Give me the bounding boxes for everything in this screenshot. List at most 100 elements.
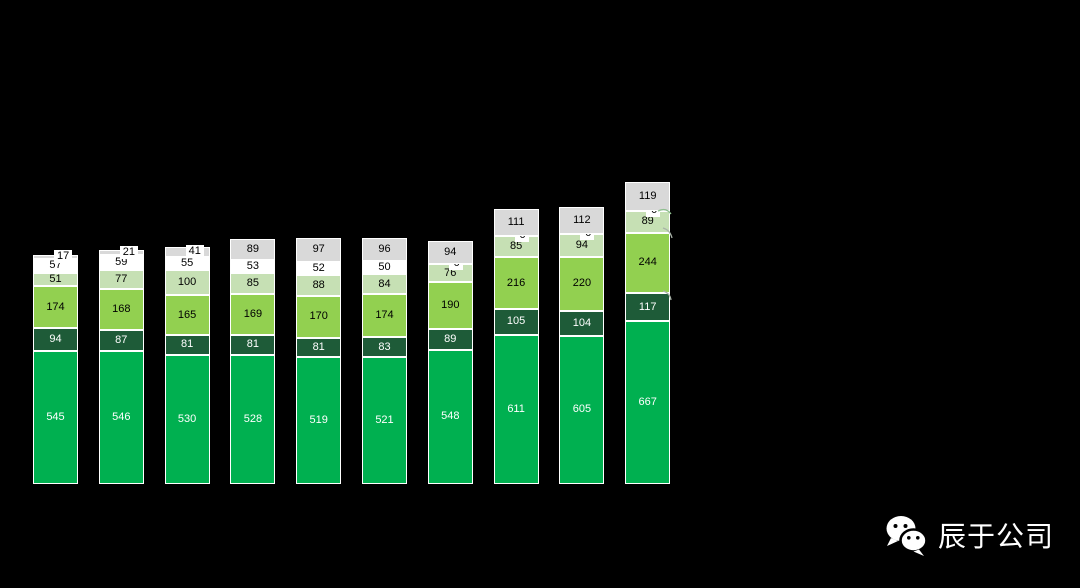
bar-segment-medium-green bbox=[559, 257, 605, 311]
bar-segment-gray bbox=[362, 238, 407, 262]
bar-segment-pale-green bbox=[296, 274, 342, 297]
segment-value-label: 83 bbox=[378, 340, 391, 353]
segment-value-label: 84 bbox=[378, 277, 391, 290]
segment-value-label: 119 bbox=[638, 190, 657, 203]
segment-value-label: 94 bbox=[49, 333, 62, 346]
segment-value-label: 59 bbox=[115, 256, 128, 269]
segment-value-label: 169 bbox=[243, 308, 263, 321]
segment-value-label: 521 bbox=[375, 413, 394, 426]
segment-value-label: 76 bbox=[444, 266, 457, 279]
segment-value-label: 85 bbox=[246, 277, 260, 290]
segment-value-label: 105 bbox=[506, 315, 526, 328]
segment-value-label: 87 bbox=[115, 333, 128, 346]
segment-value-label: 89 bbox=[444, 332, 457, 345]
segment-value-label: 85 bbox=[509, 239, 523, 252]
segment-value-label: 112 bbox=[573, 214, 591, 227]
segment-value-label: 667 bbox=[638, 396, 657, 409]
segment-value-label: 50 bbox=[378, 261, 391, 274]
bar-segment-dark-green bbox=[230, 335, 276, 356]
bar-segment-bright-green bbox=[33, 351, 78, 484]
segment-value-label: 165 bbox=[177, 308, 197, 321]
bar-segment-bright-green bbox=[296, 357, 342, 484]
bar-segment-pale-green bbox=[164, 270, 210, 295]
segment-value-label: 96 bbox=[378, 243, 391, 256]
bar-segment-bright-green bbox=[559, 336, 605, 484]
bar-segment-white bbox=[230, 260, 276, 274]
bar-segment-medium-green bbox=[230, 294, 276, 336]
wechat-icon bbox=[886, 516, 928, 556]
bar-segment-white bbox=[296, 261, 342, 275]
segment-value-label: 605 bbox=[572, 403, 592, 416]
segment-value-label: 546 bbox=[112, 410, 131, 423]
segment-value-label: 55 bbox=[180, 256, 194, 269]
bar-segment-bright-green bbox=[230, 355, 276, 484]
bar-segment-medium-green bbox=[362, 294, 407, 337]
segment-value-label: 170 bbox=[309, 310, 328, 323]
segment-value-label: 117 bbox=[638, 300, 657, 313]
bar-segment-bright-green bbox=[362, 356, 407, 484]
segment-value-label: 53 bbox=[246, 260, 260, 273]
bar-segment-pale-green bbox=[33, 273, 78, 286]
bar-segment-gray bbox=[296, 238, 342, 262]
bar-segment-pale-green bbox=[230, 273, 276, 295]
segment-value-label: 81 bbox=[180, 337, 194, 350]
bar-segment-gray bbox=[427, 240, 473, 264]
bar-segment-pale-green bbox=[362, 273, 407, 295]
bar-segment-dark-green bbox=[559, 311, 605, 337]
segment-value-label: 216 bbox=[506, 276, 526, 289]
bar-segment-gray bbox=[559, 207, 605, 235]
bar-segment-dark-green bbox=[296, 337, 342, 358]
segment-value-label: 52 bbox=[312, 261, 325, 274]
segment-value-label: 17 bbox=[54, 250, 73, 264]
bar-segment-dark-green bbox=[362, 336, 407, 357]
segment-value-label: 104 bbox=[572, 317, 592, 329]
bar-segment-medium-green bbox=[493, 256, 539, 310]
segment-value-label: 88 bbox=[312, 278, 325, 291]
watermark-text: 辰于公司 bbox=[938, 521, 1055, 552]
bar-segment-dark-green bbox=[164, 334, 210, 355]
bar-segment-bright-green bbox=[98, 350, 144, 484]
segment-value-label: 530 bbox=[177, 412, 197, 425]
segment-value-label: 168 bbox=[112, 302, 131, 315]
bar-segment-bright-green bbox=[164, 354, 210, 484]
bar-segment-medium-green bbox=[164, 294, 210, 335]
segment-value-label: 545 bbox=[46, 411, 65, 424]
bar-segment-pale-green bbox=[98, 269, 144, 289]
segment-value-label: 77 bbox=[115, 272, 128, 285]
bar-segment-gray bbox=[625, 182, 671, 212]
bar-segment-medium-green bbox=[625, 233, 671, 293]
bar-segment-medium-green bbox=[98, 288, 144, 330]
bar-segment-bright-green bbox=[427, 350, 473, 484]
bar-segment-medium-green bbox=[296, 296, 342, 338]
segment-value-label: 111 bbox=[507, 215, 525, 228]
bar-segment-dark-green bbox=[98, 329, 144, 351]
bar-segment-white bbox=[362, 261, 407, 274]
segment-value-label: 519 bbox=[309, 414, 328, 427]
segment-value-label: 611 bbox=[507, 402, 525, 415]
segment-value-label: 174 bbox=[46, 300, 65, 313]
segment-value-label: 41 bbox=[185, 244, 204, 258]
segment-value-label: 81 bbox=[246, 338, 260, 351]
bar-segment-bright-green bbox=[493, 334, 539, 484]
segment-value-label: 97 bbox=[312, 243, 325, 256]
bar-segment-dark-green bbox=[427, 328, 473, 351]
bar-segment-dark-green bbox=[33, 328, 78, 351]
segment-value-label: 89 bbox=[641, 215, 654, 228]
bar-segment-dark-green bbox=[493, 309, 539, 335]
bar-segment-medium-green bbox=[33, 285, 78, 329]
segment-value-label: 548 bbox=[441, 410, 460, 423]
watermark: 辰于公司 bbox=[884, 510, 1070, 560]
bar-segment-gray bbox=[230, 238, 276, 261]
segment-value-label: 244 bbox=[638, 256, 657, 269]
segment-value-label: 220 bbox=[572, 277, 592, 290]
bar-segment-dark-green bbox=[625, 292, 671, 322]
bar-segment-bright-green bbox=[625, 321, 671, 484]
segment-value-label: 190 bbox=[441, 299, 460, 312]
segment-value-label: 81 bbox=[312, 340, 325, 353]
segment-value-label: 100 bbox=[177, 276, 197, 289]
bar-segment-gray bbox=[493, 208, 539, 236]
segment-value-label: 21 bbox=[119, 245, 139, 259]
segment-value-label: 174 bbox=[375, 309, 394, 322]
